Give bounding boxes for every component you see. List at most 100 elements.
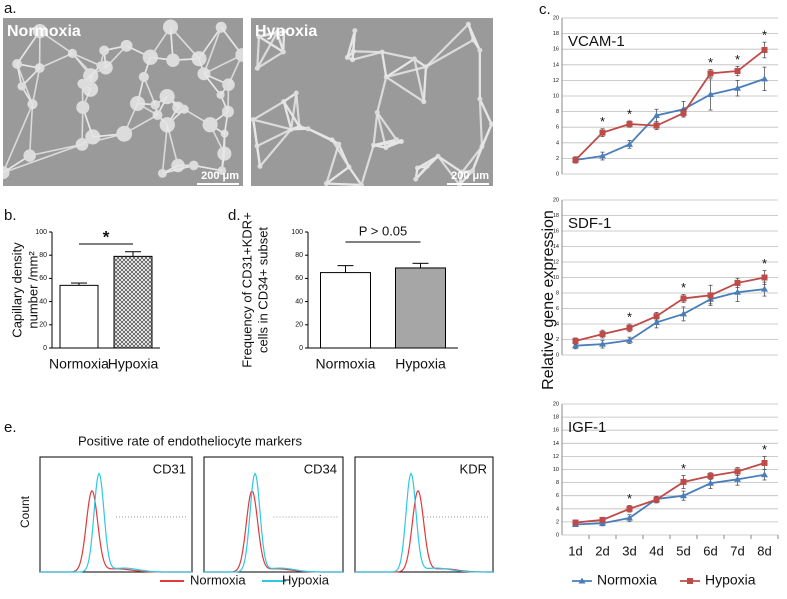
x-tick-label: Hypoxia	[395, 356, 446, 372]
histogram-curve	[204, 473, 343, 572]
point	[600, 130, 606, 136]
cell-cluster	[76, 101, 89, 114]
point	[762, 47, 768, 53]
panel-label: e.	[4, 419, 17, 436]
micrograph	[251, 18, 494, 187]
y-tick-label: 12	[553, 454, 559, 460]
flow-y-label: Count	[18, 495, 32, 528]
significance-mark: *	[762, 28, 767, 43]
annotation: *	[103, 227, 110, 246]
x-tick-label: 5d	[676, 543, 690, 558]
cell-cluster	[255, 66, 260, 71]
y-tick-label: 2	[556, 519, 559, 525]
point	[761, 471, 768, 477]
point	[762, 275, 768, 281]
shared-y-label: Relative gene expression	[540, 210, 557, 390]
chart-title: IGF-1	[568, 419, 606, 436]
x-tick-label: 4d	[649, 543, 663, 558]
cell-cluster	[23, 149, 36, 162]
micrograph-label: Normoxia	[7, 23, 81, 40]
y-axis-label: Frequency of CD31+KDR+	[239, 212, 254, 367]
micrograph	[0, 18, 249, 186]
cell-network	[291, 129, 308, 130]
y-axis-label: Capillary density	[9, 242, 24, 338]
point	[600, 331, 606, 337]
y-tick-label: 16	[553, 47, 559, 53]
y-tick-label: 14	[553, 441, 559, 447]
point	[627, 325, 633, 331]
x-tick-label: 6d	[703, 543, 717, 558]
cell-cluster	[160, 89, 175, 104]
cell-cluster	[96, 62, 104, 70]
y-axis-label: cells in CD34+ subset	[255, 227, 270, 353]
cell-cluster	[306, 126, 311, 131]
cell-cluster	[189, 161, 199, 171]
point	[627, 506, 633, 512]
annotation: P > 0.05	[359, 223, 408, 238]
y-tick-label: 6	[556, 125, 559, 131]
y-tick-label: 100	[291, 229, 303, 236]
point	[735, 280, 741, 286]
cell-cluster	[413, 177, 418, 182]
y-tick-label: 4	[556, 140, 559, 146]
cell-network	[353, 51, 382, 52]
point	[681, 110, 687, 116]
point	[654, 497, 660, 503]
cell-cluster	[375, 110, 380, 115]
cell-cluster	[77, 79, 87, 89]
significance-mark: *	[627, 106, 632, 121]
point	[627, 121, 633, 127]
cell-cluster	[412, 56, 417, 61]
significance-mark: *	[681, 461, 686, 476]
cell-cluster	[359, 182, 364, 187]
cell-cluster	[477, 48, 482, 53]
y-tick-label: 20	[553, 401, 559, 407]
y-tick-label: 6	[556, 493, 559, 499]
point	[573, 520, 579, 526]
point	[735, 468, 741, 474]
cell-cluster	[352, 28, 357, 33]
y-tick-label: 0	[556, 532, 559, 538]
legend-label: Normoxia	[597, 572, 657, 588]
x-tick-label: Hypoxia	[108, 356, 159, 372]
cell-cluster	[336, 142, 341, 147]
cell-cluster	[139, 72, 149, 82]
cell-cluster	[116, 126, 132, 142]
y-tick-label: 100	[35, 229, 47, 236]
significance-mark: *	[762, 256, 767, 271]
bar	[114, 256, 152, 348]
point	[762, 460, 768, 466]
significance-mark: *	[708, 55, 713, 70]
panel-label: a.	[4, 0, 17, 17]
bar	[321, 273, 371, 348]
micrograph-label: Hypoxia	[255, 23, 317, 40]
y-tick-label: 20	[295, 322, 303, 329]
chart-title: VCAM-1	[568, 33, 625, 50]
histogram-curve	[204, 491, 343, 572]
legend-label: Normoxia	[190, 572, 246, 587]
point	[708, 292, 714, 298]
y-axis-label: number /mm²	[25, 251, 40, 329]
y-tick-label: 4	[556, 506, 559, 512]
y-tick-label: 0	[43, 345, 47, 352]
x-tick-label: 8d	[757, 543, 771, 558]
y-tick-label: 20	[553, 197, 559, 203]
y-tick-label: 16	[553, 428, 559, 434]
y-tick-label: 20	[553, 15, 559, 21]
micrograph-bg	[251, 18, 493, 186]
y-tick-label: 8	[556, 109, 559, 115]
cell-cluster	[203, 117, 218, 132]
cell-cluster	[235, 48, 249, 62]
y-tick-label: 10	[553, 93, 559, 99]
y-tick-label: 0	[299, 345, 303, 352]
bar	[60, 285, 98, 348]
x-tick-label: Normoxia	[316, 356, 376, 372]
significance-mark: *	[627, 309, 632, 324]
significance-mark: *	[681, 280, 686, 295]
y-tick-label: 18	[553, 31, 559, 37]
marker-label: CD34	[304, 461, 337, 476]
y-tick-label: 40	[295, 298, 303, 305]
point	[600, 517, 606, 523]
significance-mark: *	[600, 114, 605, 129]
point	[654, 313, 660, 319]
